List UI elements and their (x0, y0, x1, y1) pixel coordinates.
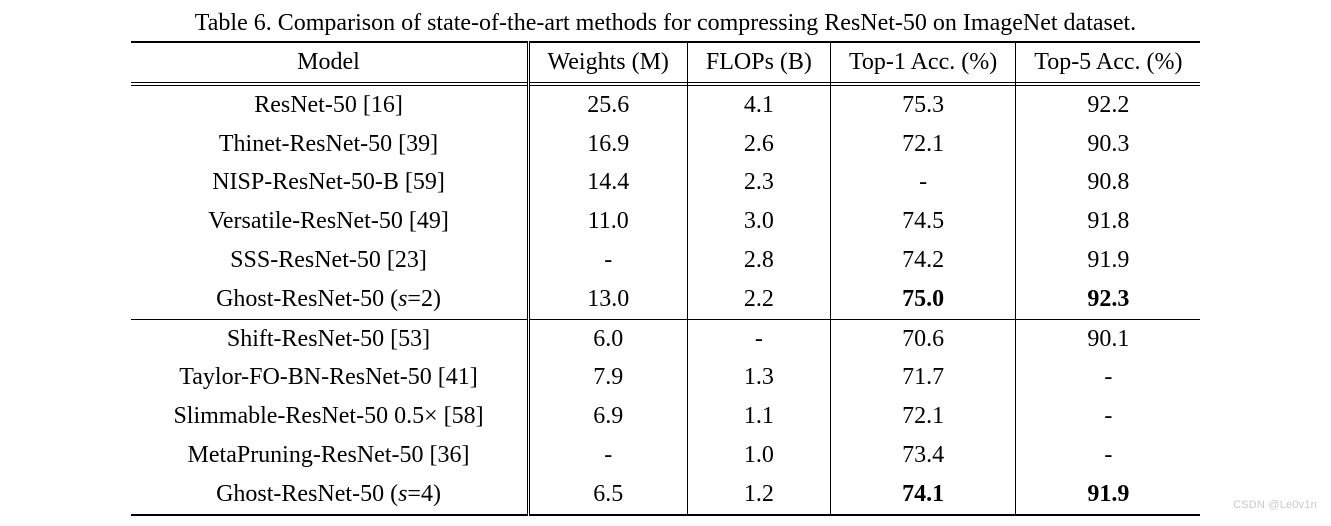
cell-model: Taylor-FO-BN-ResNet-50 [41] (131, 358, 529, 397)
table-head: ModelWeights (M)FLOPs (B)Top-1 Acc. (%)T… (131, 42, 1201, 85)
table-row: Ghost-ResNet-50 (s=2)13.02.275.092.3 (131, 280, 1201, 319)
table-caption: Table 6. Comparison of state-of-the-art … (20, 10, 1311, 37)
cell-value: 74.2 (830, 241, 1015, 280)
table-row: MetaPruning-ResNet-50 [36]-1.073.4- (131, 436, 1201, 475)
table-row: NISP-ResNet-50-B [59]14.42.3-90.8 (131, 163, 1201, 202)
cell-value: - (1016, 397, 1201, 436)
cell-value: 11.0 (528, 202, 687, 241)
table-row: SSS-ResNet-50 [23]-2.874.291.9 (131, 241, 1201, 280)
cell-model: NISP-ResNet-50-B [59] (131, 163, 529, 202)
cell-value: 3.0 (687, 202, 830, 241)
table-body: ResNet-50 [16]25.64.175.392.2Thinet-ResN… (131, 85, 1201, 514)
cell-value: 73.4 (830, 436, 1015, 475)
cell-value: 72.1 (830, 125, 1015, 164)
cell-model: Versatile-ResNet-50 [49] (131, 202, 529, 241)
cell-value: 90.1 (1016, 319, 1201, 358)
cell-value: 74.1 (830, 475, 1015, 515)
cell-value: 91.9 (1016, 241, 1201, 280)
cell-model: Ghost-ResNet-50 (s=4) (131, 475, 529, 515)
cell-value: 75.3 (830, 85, 1015, 124)
table-row: Slimmable-ResNet-50 0.5× [58]6.91.172.1- (131, 397, 1201, 436)
table-row: Versatile-ResNet-50 [49]11.03.074.591.8 (131, 202, 1201, 241)
cell-value: 2.6 (687, 125, 830, 164)
cell-value: 6.9 (528, 397, 687, 436)
cell-value: 74.5 (830, 202, 1015, 241)
cell-value: 2.3 (687, 163, 830, 202)
cell-value: 70.6 (830, 319, 1015, 358)
cell-value: 6.0 (528, 319, 687, 358)
cell-value: 90.3 (1016, 125, 1201, 164)
table-row: Thinet-ResNet-50 [39]16.92.672.190.3 (131, 125, 1201, 164)
cell-value: - (528, 241, 687, 280)
cell-model: ResNet-50 [16] (131, 85, 529, 124)
table-row: ResNet-50 [16]25.64.175.392.2 (131, 85, 1201, 124)
table-header-row: ModelWeights (M)FLOPs (B)Top-1 Acc. (%)T… (131, 42, 1201, 82)
cell-value: - (830, 163, 1015, 202)
table-row: Taylor-FO-BN-ResNet-50 [41]7.91.371.7- (131, 358, 1201, 397)
cell-value: 1.2 (687, 475, 830, 515)
cell-value: 1.1 (687, 397, 830, 436)
cell-value: 92.2 (1016, 85, 1201, 124)
cell-value: 75.0 (830, 280, 1015, 319)
cell-value: 6.5 (528, 475, 687, 515)
cell-value: 13.0 (528, 280, 687, 319)
cell-model: SSS-ResNet-50 [23] (131, 241, 529, 280)
cell-value: 1.0 (687, 436, 830, 475)
comparison-table: ModelWeights (M)FLOPs (B)Top-1 Acc. (%)T… (131, 41, 1201, 516)
cell-value: 2.2 (687, 280, 830, 319)
cell-value: - (528, 436, 687, 475)
cell-value: 14.4 (528, 163, 687, 202)
cell-model: MetaPruning-ResNet-50 [36] (131, 436, 529, 475)
cell-value: 16.9 (528, 125, 687, 164)
cell-model: Slimmable-ResNet-50 0.5× [58] (131, 397, 529, 436)
cell-value: 7.9 (528, 358, 687, 397)
cell-model: Ghost-ResNet-50 (s=2) (131, 280, 529, 319)
cell-value: 1.3 (687, 358, 830, 397)
cell-value: 91.8 (1016, 202, 1201, 241)
cell-value: 25.6 (528, 85, 687, 124)
cell-value: 90.8 (1016, 163, 1201, 202)
table-row: Shift-ResNet-50 [53]6.0-70.690.1 (131, 319, 1201, 358)
cell-value: - (687, 319, 830, 358)
cell-value: 72.1 (830, 397, 1015, 436)
cell-value: 91.9 (1016, 475, 1201, 515)
cell-value: 71.7 (830, 358, 1015, 397)
cell-value: - (1016, 358, 1201, 397)
cell-value: 92.3 (1016, 280, 1201, 319)
cell-model: Shift-ResNet-50 [53] (131, 319, 529, 358)
cell-value: - (1016, 436, 1201, 475)
table-row: Ghost-ResNet-50 (s=4)6.51.274.191.9 (131, 475, 1201, 515)
watermark-text: CSDN @Le0v1n (1233, 499, 1317, 511)
cell-value: 4.1 (687, 85, 830, 124)
cell-model: Thinet-ResNet-50 [39] (131, 125, 529, 164)
cell-value: 2.8 (687, 241, 830, 280)
